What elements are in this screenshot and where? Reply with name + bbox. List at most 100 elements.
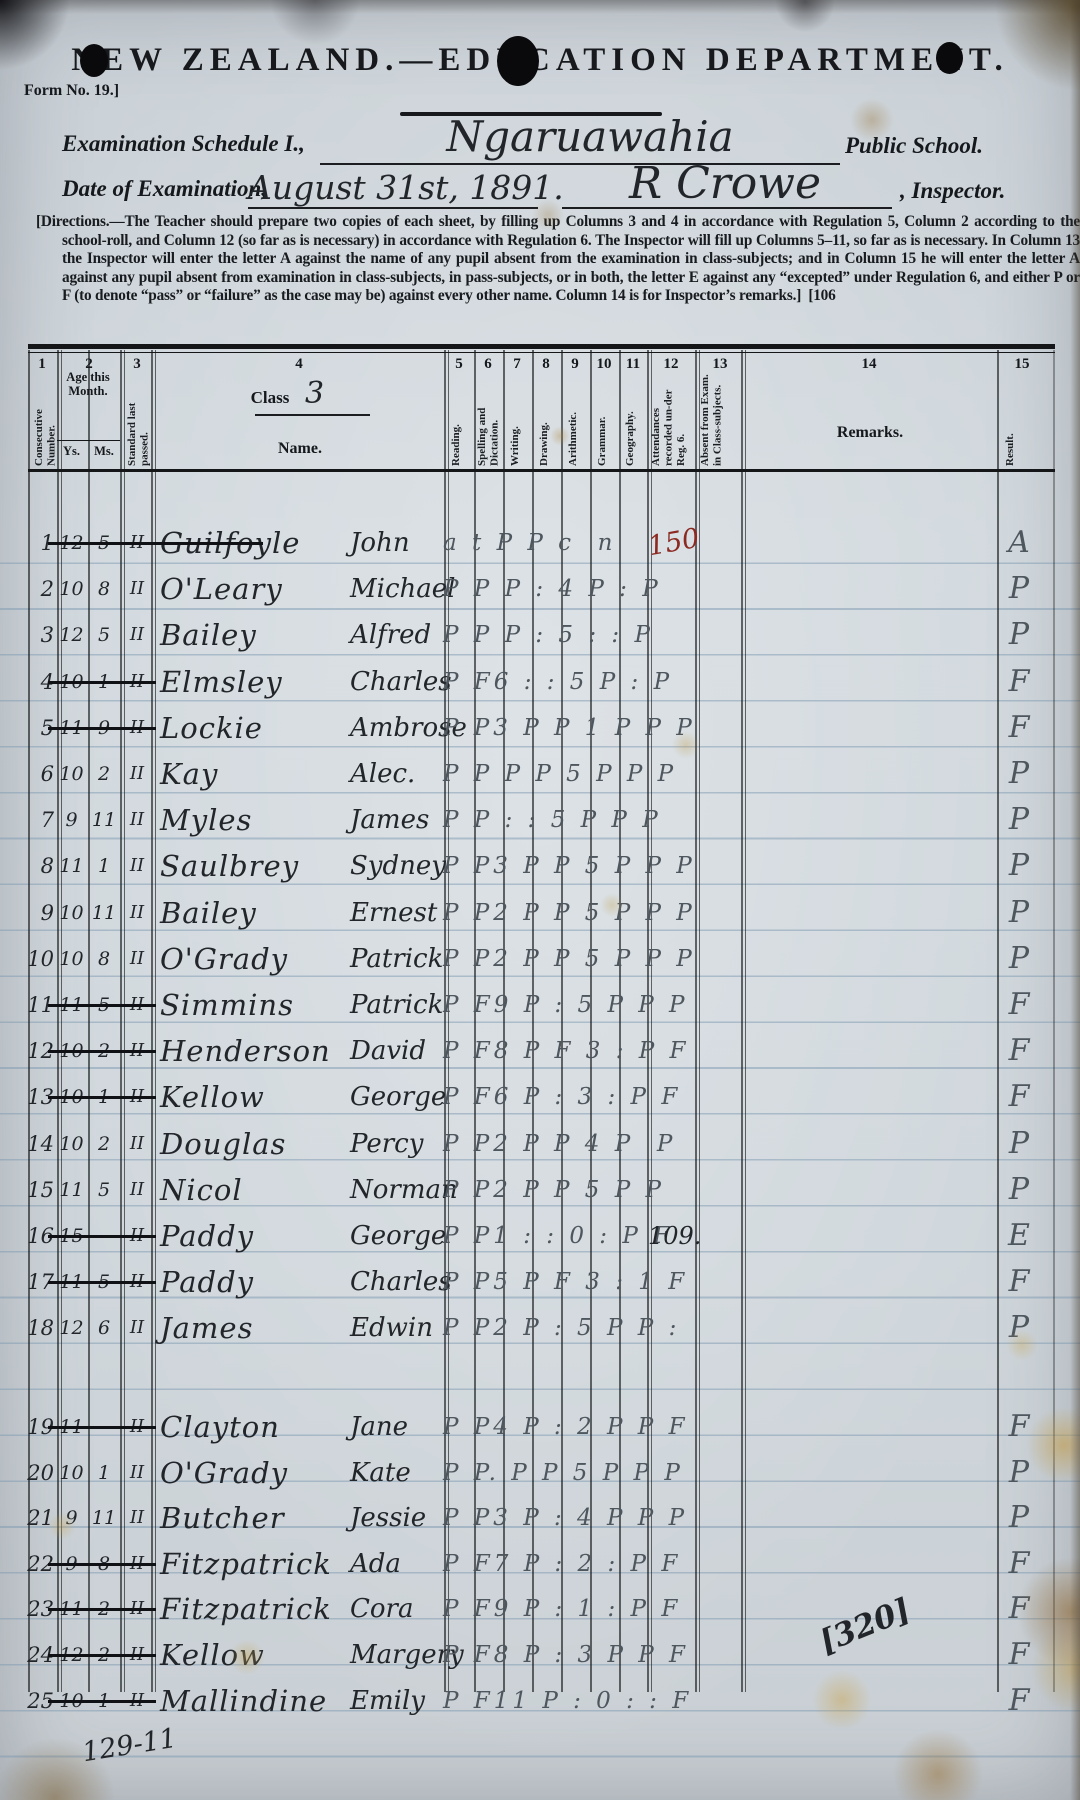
result-value: F — [1008, 1637, 1030, 1672]
standard-passed: II — [129, 624, 145, 646]
page-ref: [106 — [808, 287, 836, 305]
school-name-handwritten: Ngaruawahia — [446, 112, 734, 161]
surname: Bailey — [160, 895, 257, 930]
subject-marks: P P2 P : 5 P P : — [443, 1315, 681, 1342]
standard-passed: II — [129, 1132, 145, 1154]
column-label-vertical: Spelling and Dictation. — [476, 407, 501, 466]
given-name: Alec. — [350, 759, 416, 789]
result-value: F — [1008, 987, 1030, 1022]
row-number: 6 — [40, 762, 54, 786]
given-name: George — [350, 1082, 447, 1113]
table-row: 20 10 1 II O'Grady Kate P P. P P 5 P P P P — [0, 1450, 1080, 1496]
given-name: Charles — [350, 666, 452, 697]
strikethrough — [48, 1004, 156, 1007]
standard-passed: II — [129, 1317, 145, 1339]
ink-blot-title — [497, 36, 539, 86]
result-value: P — [1008, 802, 1030, 838]
subject-marks: P P2 P P 5 P P P — [443, 945, 696, 972]
given-name: Alfred — [350, 620, 432, 651]
column-label-vertical: Reading. — [450, 424, 462, 466]
surname: Paddy — [160, 1265, 255, 1300]
standard-passed: II — [129, 901, 145, 923]
surname: Nicol — [160, 1172, 243, 1207]
age-months: 11 — [91, 1507, 117, 1530]
table-row: 7 9 11 II Myles James P P : : 5 P P P P — [0, 797, 1080, 843]
age-subdivider — [57, 440, 120, 442]
subject-marks: P P2 P P 5 P P P — [443, 899, 696, 926]
table-row: 18 12 6 II James Edwin P P2 P : 5 P P : P — [0, 1305, 1080, 1351]
subject-marks: P P P P 5 P P P — [443, 761, 678, 787]
surname: Bailey — [160, 618, 257, 653]
column-number: 4 — [295, 356, 303, 372]
table-row: 2298IIFitzpatrickAdaP F7 P : 2 : P FF — [0, 1541, 1080, 1587]
standard-passed: II — [129, 1461, 145, 1483]
table-top-rule-thin — [28, 351, 1055, 353]
given-name: Sydney — [350, 851, 446, 882]
table-row: 2 10 8 II O'Leary Michael P P P : 4 P : P P — [0, 566, 1080, 612]
school-suffix: Public School. — [845, 133, 984, 158]
column-number: 3 — [133, 356, 141, 372]
age-months: 11 — [91, 901, 117, 924]
strikethrough — [48, 1654, 156, 1657]
form-number: Form No. 19.] — [24, 82, 120, 99]
surname: Simmins — [160, 988, 294, 1022]
page-title: NEW ZEALAND.—EDUCATION DEPARTMENT. — [71, 42, 1009, 78]
result-value: F — [1008, 1545, 1030, 1581]
age-years: 12 — [59, 1317, 84, 1340]
row-number: 3 — [40, 623, 54, 648]
row-number: 7 — [40, 808, 54, 833]
table-row: 17115IIPaddyCharlesP P5 P F 3 : 1 FF — [0, 1259, 1080, 1305]
subject-marks: P P5 P F 3 : 1 F — [443, 1269, 689, 1296]
column-label-vertical: Grammar. — [596, 416, 608, 466]
strikethrough — [48, 542, 263, 545]
result-value: P — [1008, 1125, 1030, 1161]
age-years: 10 — [59, 763, 84, 785]
column-label-vertical: Absent from Exam. in Class-subjects. — [699, 374, 724, 466]
result-value: F — [1008, 663, 1030, 699]
column-number: 13 — [712, 356, 728, 372]
directions-paragraph: [Directions.—The Teacher should prepare … — [36, 213, 1080, 306]
table-row: 24122IIKellowMargeryP F8 P : 3 P P FF — [0, 1632, 1080, 1678]
result-value: F — [1008, 1264, 1030, 1300]
column-number: 15 — [1014, 356, 1030, 372]
given-name: Norman — [350, 1174, 458, 1205]
result-value: P — [1008, 848, 1030, 884]
surname: Mallindine — [160, 1683, 328, 1718]
given-name: Ada — [350, 1548, 401, 1579]
age-months: 2 — [97, 1132, 111, 1155]
row-number: 15 — [27, 1177, 54, 1202]
table-row: 5119IILockieAmbroseP P3 P P 1 P P PF — [0, 705, 1080, 751]
given-name: Edwin — [350, 1313, 433, 1344]
result-value: P — [1008, 940, 1030, 976]
standard-passed: II — [129, 1178, 145, 1200]
table-row: 12102IIHendersonDavidP F8 P F 3 : P FF — [0, 1028, 1080, 1074]
subject-marks: P P : : 5 P P P — [443, 807, 662, 834]
age-months: 2 — [97, 763, 111, 785]
date-label: Date of Examination, — [62, 176, 268, 201]
surname: Fitzpatrick — [160, 1546, 332, 1581]
surname: O'Grady — [160, 941, 289, 976]
table-row: 9 10 11 II Bailey Ernest P P2 P P 5 P P P P — [0, 890, 1080, 936]
column-number: 14 — [861, 356, 877, 372]
subject-marks: P F9 P : 1 : P F — [443, 1596, 682, 1623]
date-underline — [248, 207, 538, 209]
row-number: 8 — [40, 854, 54, 879]
table-row: 14 10 2 II Douglas Percy P P2 P P 4 P P P — [0, 1121, 1080, 1167]
row-number: 9 — [40, 900, 54, 925]
punch-hole-right — [936, 42, 963, 74]
strikethrough — [48, 1699, 156, 1703]
result-value: P — [1008, 894, 1030, 930]
result-value: P — [1008, 756, 1030, 791]
table-row: 25101IIMallindineEmilyP F11 P : 0 : : FF — [0, 1678, 1080, 1724]
age-years: 9 — [65, 1507, 78, 1530]
table-row: 4101IIElmsleyCharlesP F6 : : 5 P : PF — [0, 659, 1080, 705]
result-value: P — [1008, 571, 1030, 607]
result-value: A — [1008, 525, 1030, 560]
result-value: P — [1008, 1500, 1030, 1536]
subject-marks: P P. P P 5 P P P — [443, 1459, 684, 1486]
result-value: P — [1008, 617, 1030, 653]
surname: Clayton — [160, 1410, 280, 1444]
surname: Kay — [160, 757, 219, 791]
